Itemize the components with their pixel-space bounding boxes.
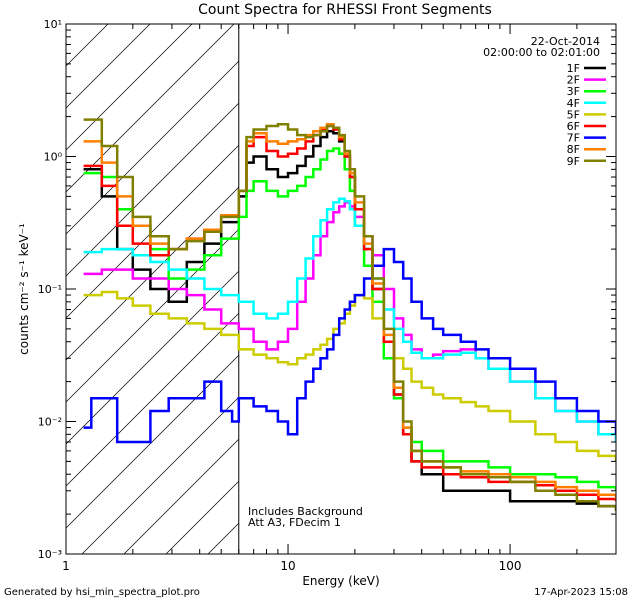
date-label: 22-Oct-2014 xyxy=(531,35,600,48)
y-tick-label: 10¹ xyxy=(44,18,62,31)
y-tick-label: 10⁰ xyxy=(44,151,63,164)
series-9F-line xyxy=(83,118,616,512)
x-tick-label: 10 xyxy=(280,559,295,573)
hatch-line xyxy=(66,24,319,277)
legend-label-5F: 5F xyxy=(567,108,580,121)
hatch-mask xyxy=(238,24,616,554)
time-label: 02:00:00 to 02:01:00 xyxy=(483,46,600,59)
footer-generator: Generated by hsi_min_spectra_plot.pro xyxy=(4,587,200,598)
axis-ticks: 1 10 100 10⁻³ 10⁻² 10⁻¹ 10⁰ 10¹ xyxy=(38,18,617,573)
legend-label-8F: 8F xyxy=(567,143,580,156)
legend-label-9F: 9F xyxy=(567,155,580,168)
hatched-region xyxy=(66,24,616,554)
hatch-line xyxy=(66,24,235,193)
note-attenuator: Att A3, FDecim 1 xyxy=(248,516,341,529)
y-tick-label: 10⁻¹ xyxy=(38,283,62,296)
legend-label-2F: 2F xyxy=(567,74,580,87)
legend-label-1F: 1F xyxy=(567,62,580,75)
footer-timestamp: 17-Apr-2023 15:08 xyxy=(534,587,628,598)
legend-label-3F: 3F xyxy=(567,85,580,98)
y-tick-label: 10⁻² xyxy=(38,416,62,429)
note-background: Includes Background xyxy=(248,505,363,518)
y-axis-label: counts cm⁻² s⁻¹ keV⁻¹ xyxy=(17,223,31,355)
y-tick-label: 10⁻³ xyxy=(38,548,62,561)
x-tick-label: 100 xyxy=(499,559,522,573)
hatch-line xyxy=(66,24,193,151)
x-tick-label: 1 xyxy=(62,559,70,573)
series-layer xyxy=(83,118,616,512)
series-4F-line xyxy=(83,197,616,442)
chart-title: Count Spectra for RHESSI Front Segments xyxy=(198,2,492,18)
legend-label-4F: 4F xyxy=(567,97,580,110)
series-7F-line xyxy=(83,247,616,444)
legend-label-7F: 7F xyxy=(567,132,580,145)
x-axis-label: Energy (keV) xyxy=(302,574,379,588)
legend-label-6F: 6F xyxy=(567,120,580,133)
hatch-line xyxy=(66,24,277,235)
series-5F-line xyxy=(83,290,616,462)
series-3F-line xyxy=(83,147,616,491)
